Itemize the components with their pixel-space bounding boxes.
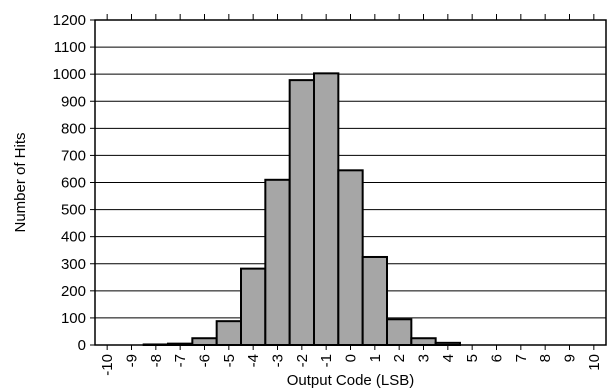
y-tick-label: 1200 xyxy=(53,12,86,29)
x-tick-label: 6 xyxy=(489,354,506,362)
y-tick-label: 400 xyxy=(61,229,86,246)
x-tick-label: 7 xyxy=(513,354,530,362)
y-tick-label: 200 xyxy=(61,283,86,300)
bar--2 xyxy=(288,79,315,346)
x-tick-label: 8 xyxy=(537,354,554,362)
y-tick-label: 1100 xyxy=(54,39,86,56)
x-tick-label: -3 xyxy=(270,354,287,367)
x-tick-label: -5 xyxy=(221,354,238,367)
bar--6 xyxy=(191,337,218,346)
x-tick-label: 3 xyxy=(416,354,433,362)
bar--1 xyxy=(313,72,340,347)
y-tick-label: 100 xyxy=(61,310,86,327)
y-axis-title: Number of Hits xyxy=(12,132,29,232)
bar-2 xyxy=(386,318,413,347)
x-tick-label: -8 xyxy=(148,354,165,367)
y-tick-label: 300 xyxy=(61,256,86,273)
y-tick-label: 600 xyxy=(61,175,86,192)
bar--4 xyxy=(240,267,267,346)
bar-0 xyxy=(337,169,364,346)
y-tick-label: 800 xyxy=(61,120,86,137)
x-tick-label: 10 xyxy=(586,354,603,371)
x-tick-label: 1 xyxy=(367,354,384,362)
x-axis-title: Output Code (LSB) xyxy=(287,372,415,388)
x-tick-label: 0 xyxy=(343,354,360,362)
bar-3 xyxy=(410,337,437,346)
y-tick-label: 1000 xyxy=(53,66,86,83)
x-tick-label: -6 xyxy=(197,354,214,367)
x-tick-label: -4 xyxy=(245,354,262,367)
x-tick-label: -2 xyxy=(294,354,311,367)
bar--3 xyxy=(264,178,291,346)
x-tick-label: 4 xyxy=(440,354,457,362)
y-tick-label: 0 xyxy=(78,337,86,354)
x-tick-label: -7 xyxy=(172,354,189,367)
x-tick-label: -1 xyxy=(318,354,335,367)
bars xyxy=(142,72,461,347)
y-tick-labels: 0 100 200 300 400 500 600 700 800 900 1000 1100 1200 xyxy=(53,12,86,354)
y-tick-label: 900 xyxy=(61,93,86,110)
x-tick-labels: -10 -9 -8 -7 -6 -5 -4 -3 -2 -1 0 1 2 3 4 5 6 7 8 9 10 xyxy=(99,354,603,376)
bar-1 xyxy=(361,255,388,346)
y-tick-label: 500 xyxy=(61,202,86,219)
axes xyxy=(90,14,607,350)
x-tick-label: 2 xyxy=(391,354,408,362)
x-tick-label: 5 xyxy=(464,354,481,362)
y-tick-label: 700 xyxy=(61,147,86,164)
x-tick-label: -9 xyxy=(124,354,141,367)
bar--5 xyxy=(215,320,243,346)
x-tick-label: 9 xyxy=(562,354,579,362)
x-tick-label: -10 xyxy=(99,354,116,376)
